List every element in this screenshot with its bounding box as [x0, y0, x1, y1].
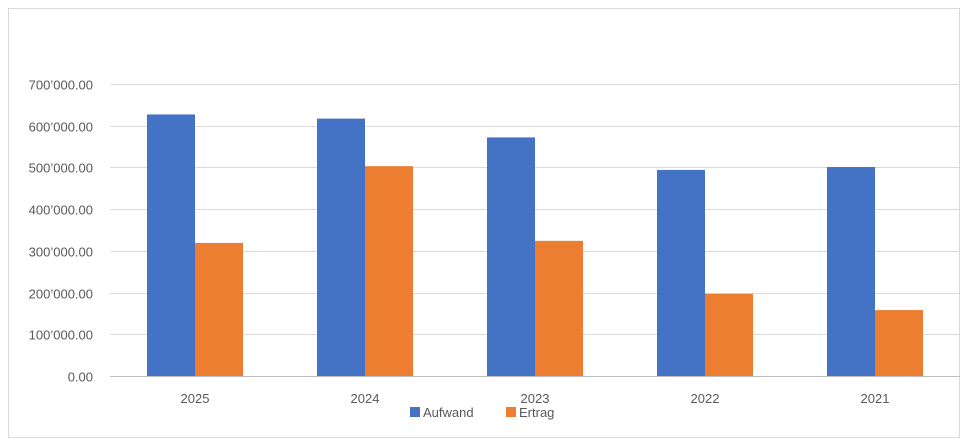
- y-tick-label: 400’000.00: [29, 203, 93, 218]
- legend-label-ertrag: Ertrag: [519, 405, 554, 420]
- x-tick-label: 2025: [181, 391, 210, 406]
- legend-label-aufwand: Aufwand: [423, 405, 474, 420]
- bars: [147, 114, 923, 377]
- bar-aufwand-2023: [487, 137, 535, 376]
- y-tick-label: 100’000.00: [29, 328, 93, 343]
- x-tick-label: 2021: [861, 391, 890, 406]
- y-tick-label: 500’000.00: [29, 161, 93, 176]
- y-tick-label: 0.00: [68, 370, 93, 385]
- bar-ertrag-2022: [705, 293, 753, 376]
- bar-ertrag-2023: [535, 240, 583, 376]
- bar-ertrag-2025: [195, 242, 243, 376]
- x-tick-label: 2024: [351, 391, 380, 406]
- x-tick-label: 2023: [521, 391, 550, 406]
- bar-ertrag-2024: [365, 166, 413, 376]
- x-tick-label: 2022: [691, 391, 720, 406]
- bar-aufwand-2021: [827, 167, 875, 376]
- legend-swatch-ertrag: [506, 407, 516, 417]
- y-tick-label: 700’000.00: [29, 78, 93, 93]
- axes: 0.00 100’000.00 200’000.00 300’000.00 400’00…: [29, 78, 960, 406]
- y-tick-label: 300’000.00: [29, 245, 93, 260]
- bar-aufwand-2025: [147, 114, 195, 377]
- y-tick-label: 600’000.00: [29, 120, 93, 135]
- bar-aufwand-2024: [317, 118, 365, 376]
- bar-aufwand-2022: [657, 169, 705, 376]
- bar-ertrag-2021: [875, 310, 923, 376]
- legend: Aufwand Ertrag: [410, 405, 554, 420]
- y-tick-label: 200’000.00: [29, 287, 93, 302]
- legend-swatch-aufwand: [410, 407, 420, 417]
